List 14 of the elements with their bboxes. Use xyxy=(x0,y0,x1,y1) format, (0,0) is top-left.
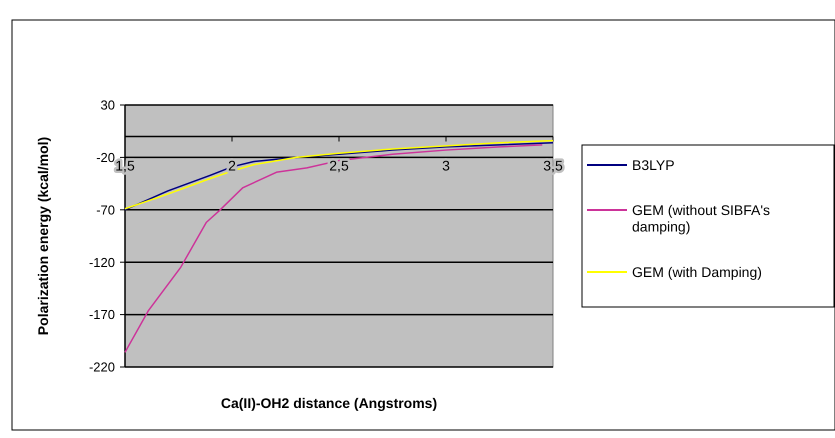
legend-label: GEM (without SIBFA's damping) xyxy=(632,202,770,235)
y-tick-label: -70 xyxy=(96,202,115,218)
x-tick-label: 2,5 xyxy=(329,157,349,174)
legend-label: GEM (with Damping) xyxy=(632,264,762,280)
y-axis-title: Polarization energy (kcal/mol) xyxy=(35,136,51,336)
y-tick-label: -170 xyxy=(88,307,115,322)
x-axis-title: Ca(II)-OH2 distance (Angstroms) xyxy=(220,395,438,411)
x-tick-label: 3,5 xyxy=(543,157,563,174)
x-tick-label: 3 xyxy=(442,157,450,174)
y-tick-label: -120 xyxy=(88,254,115,270)
y-tick-label: 30 xyxy=(100,98,115,113)
y-tick-label: -220 xyxy=(88,360,115,375)
y-tick-label: -20 xyxy=(96,150,115,165)
legend-label: B3LYP xyxy=(632,156,675,173)
